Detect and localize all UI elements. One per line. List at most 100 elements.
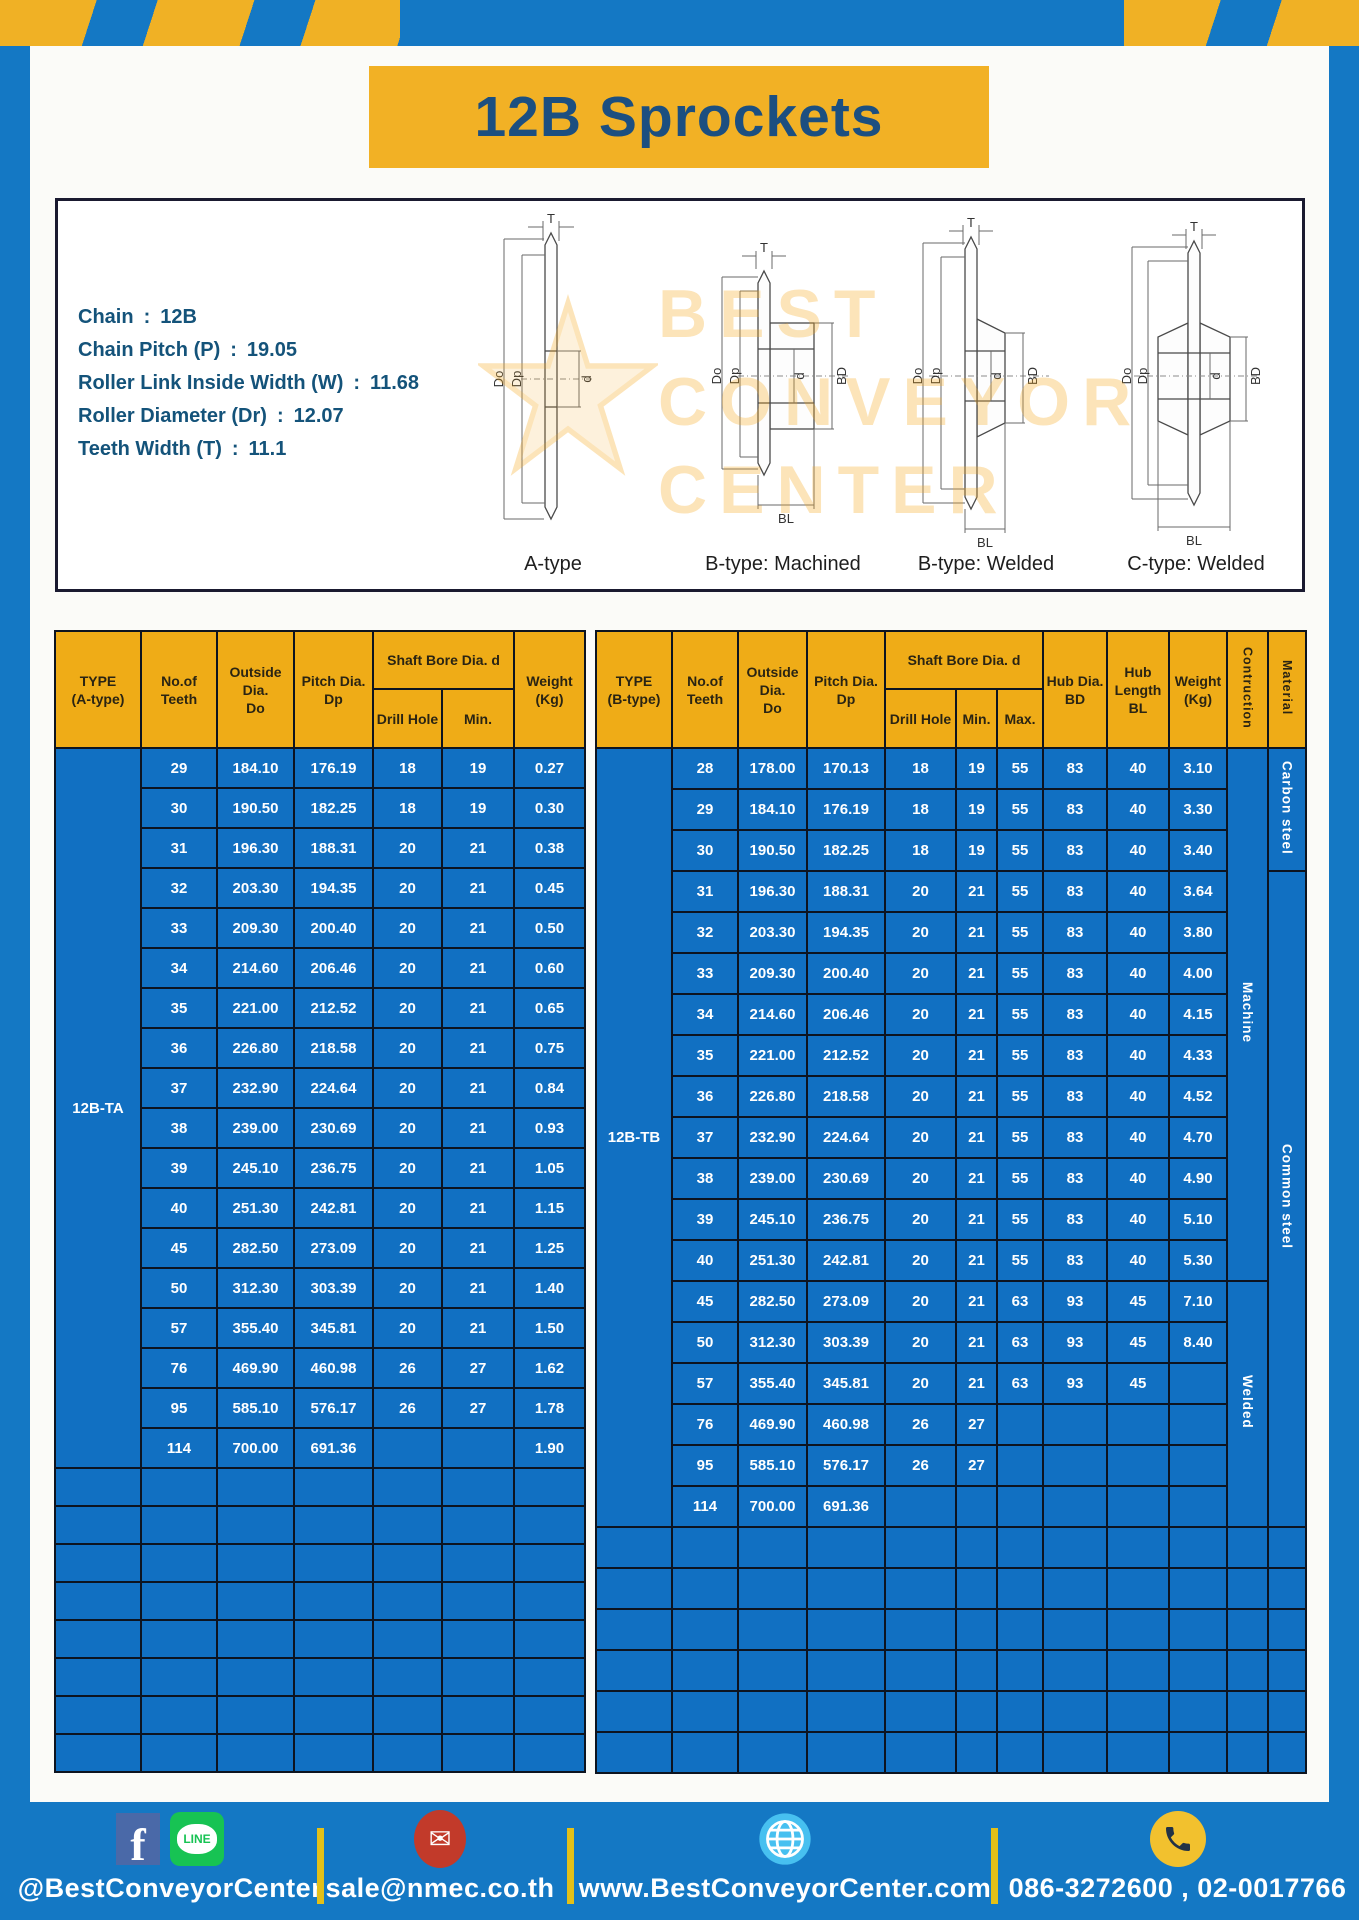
- empty-cell: [140, 1619, 218, 1659]
- table-cell: 221.00: [737, 1034, 808, 1077]
- empty-cell: [440, 1467, 516, 1507]
- table-a-header-min: Min.: [440, 688, 516, 749]
- line-icon-label: LINE: [177, 1824, 217, 1854]
- empty-cell: [806, 1526, 886, 1569]
- table-cell: 242.81: [293, 1187, 374, 1229]
- table-cell: 83: [1042, 1239, 1108, 1282]
- footer-email: ✉ sale@nmec.co.th: [326, 1810, 554, 1904]
- table-cell: 55: [996, 788, 1044, 831]
- empty-cell: [1042, 1608, 1108, 1651]
- empty-row: [54, 1657, 587, 1697]
- table-cell: 196.30: [216, 827, 295, 869]
- table-cell: 21: [955, 1280, 998, 1323]
- table-cell: 355.40: [737, 1362, 808, 1405]
- table-a-type-sprockets: TYPE (A-type) No.of Teeth Outside Dia. Do Pi…: [54, 630, 587, 1773]
- table-row: 50 312.30 303.39 20 21 63 93 45 8.40: [596, 1321, 1306, 1364]
- table-cell: 1.62: [513, 1347, 587, 1389]
- empty-cell: [595, 1608, 673, 1651]
- dim-label: Dp: [1135, 368, 1150, 385]
- table-cell: 0.65: [513, 987, 587, 1029]
- table-cell: 226.80: [216, 1027, 295, 1069]
- table-row: 32 203.30 194.35 20 21 0.45: [55, 867, 587, 909]
- table-cell: 21: [955, 1157, 998, 1200]
- table-cell: 230.69: [806, 1157, 886, 1200]
- table-cell: 40: [1106, 1198, 1170, 1241]
- table-cell: 700.00: [737, 1485, 808, 1528]
- table-cell: 5.10: [1168, 1198, 1228, 1241]
- table-cell: 55: [996, 911, 1044, 954]
- empty-cell: [1106, 1690, 1170, 1733]
- table-cell: 37: [671, 1116, 739, 1159]
- empty-cell: [54, 1467, 142, 1507]
- empty-row: [54, 1505, 587, 1545]
- table-cell: 21: [440, 827, 516, 869]
- table-cell: 37: [140, 1067, 218, 1109]
- table-cell: 4.00: [1168, 952, 1228, 995]
- sheet: 12B Sprockets Chain:12B Chain Pitch (P):1…: [30, 46, 1329, 1802]
- dim-label: BD: [834, 367, 849, 385]
- mail-icon: ✉: [414, 1810, 466, 1868]
- table-cell: 20: [884, 1198, 957, 1241]
- table-cell: 0.50: [513, 907, 587, 949]
- empty-cell: [996, 1567, 1044, 1610]
- table-cell: 83: [1042, 829, 1108, 872]
- spec-list: Chain:12B Chain Pitch (P):19.05 Roller Lin…: [78, 301, 419, 466]
- table-b-type-sprockets: TYPE (B-type) No.of Teeth Outside Dia. Do Pi…: [595, 630, 1307, 1774]
- empty-row: [595, 1567, 1307, 1610]
- empty-cell: [996, 1690, 1044, 1733]
- table-cell: 45: [1106, 1280, 1170, 1323]
- dim-label: Do: [910, 368, 925, 385]
- table-cell: 31: [671, 870, 739, 913]
- empty-cell: [216, 1581, 295, 1621]
- table-cell: 21: [440, 1107, 516, 1149]
- table-cell: 83: [1042, 1075, 1108, 1118]
- table-cell: 21: [955, 911, 998, 954]
- table-cell: 20: [372, 1227, 443, 1269]
- empty-cell: [1226, 1649, 1269, 1692]
- empty-cell: [293, 1657, 374, 1697]
- table-cell: 190.50: [216, 787, 295, 829]
- table-cell: 40: [1106, 993, 1170, 1036]
- table-row: 37 232.90 224.64 20 21 0.84: [55, 1067, 587, 1109]
- table-b-header-hub-dia: Hub Dia. BD: [1042, 630, 1108, 749]
- table-cell: [1106, 1403, 1170, 1446]
- empty-row: [54, 1695, 587, 1735]
- empty-cell: [1042, 1649, 1108, 1692]
- empty-cell: [1106, 1567, 1170, 1610]
- empty-cell: [1168, 1526, 1228, 1569]
- table-cell: [1168, 1362, 1228, 1405]
- table-b-type-cell: 12B-TB: [595, 747, 673, 1528]
- dim-label: Do: [491, 371, 506, 388]
- table-cell: 3.30: [1168, 788, 1228, 831]
- table-cell: 27: [955, 1444, 998, 1487]
- empty-cell: [293, 1733, 374, 1773]
- table-cell: 691.36: [806, 1485, 886, 1528]
- empty-cell: [1106, 1731, 1170, 1774]
- empty-cell: [737, 1649, 808, 1692]
- table-cell: 585.10: [737, 1444, 808, 1487]
- table-cell: 20: [884, 1075, 957, 1118]
- empty-cell: [1168, 1731, 1228, 1774]
- empty-cell: [1106, 1608, 1170, 1651]
- empty-cell: [140, 1733, 218, 1773]
- empty-cell: [955, 1690, 998, 1733]
- table-cell: 21: [955, 1034, 998, 1077]
- empty-cell: [737, 1690, 808, 1733]
- table-cell: [1042, 1403, 1108, 1446]
- table-cell: 33: [140, 907, 218, 949]
- dim-label: T: [547, 211, 555, 226]
- dim-label: d: [989, 372, 1004, 379]
- table-cell: 83: [1042, 911, 1108, 954]
- table-cell: 184.10: [737, 788, 808, 831]
- table-cell: 21: [955, 1198, 998, 1241]
- empty-cell: [54, 1619, 142, 1659]
- table-cell: 576.17: [293, 1387, 374, 1429]
- table-cell: 19: [955, 788, 998, 831]
- dim-label: d: [579, 375, 594, 382]
- empty-cell: [671, 1567, 739, 1610]
- empty-cell: [440, 1657, 516, 1697]
- table-cell: 29: [140, 747, 218, 789]
- table-cell: 184.10: [216, 747, 295, 789]
- table-cell: 20: [884, 952, 957, 995]
- empty-cell: [671, 1731, 739, 1774]
